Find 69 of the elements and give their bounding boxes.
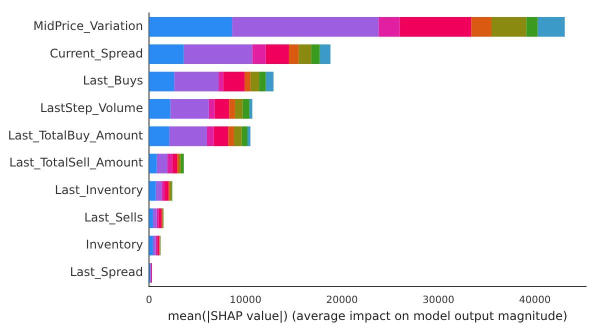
bar: [156, 154, 168, 174]
x-tick-label: 40000: [518, 295, 551, 306]
bar: [400, 17, 472, 37]
y-tick-label: MidPrice_Variation: [33, 18, 144, 33]
bar: [471, 17, 492, 37]
bar: [538, 17, 565, 37]
bar: [206, 126, 214, 146]
bar: [208, 99, 215, 119]
bar: [169, 126, 207, 146]
bar: [149, 208, 153, 228]
bar: [149, 181, 156, 201]
x-axis-title: mean(|SHAP value|) (average impact on model output magnitude): [168, 308, 568, 323]
bar: [249, 99, 252, 119]
bar: [167, 154, 172, 174]
bar: [234, 126, 242, 146]
bar: [149, 126, 170, 146]
y-tick-label: Inventory: [86, 238, 144, 252]
bar: [156, 181, 162, 201]
bar: [149, 72, 174, 92]
y-tick-label: Last_TotalBuy_Amount: [8, 128, 144, 142]
bar: [174, 72, 219, 92]
y-tick-label: Last_TotalSell_Amount: [9, 156, 144, 170]
bar: [152, 208, 157, 228]
bar: [242, 126, 248, 146]
bar: [149, 99, 170, 119]
bar: [218, 72, 224, 92]
bar: [228, 126, 234, 146]
bar: [266, 72, 274, 92]
bar: [311, 44, 320, 64]
bar: [172, 154, 178, 174]
y-tick-label: Last_Spread: [70, 265, 144, 280]
bar: [266, 44, 289, 64]
bar: [242, 99, 250, 119]
bar: [320, 44, 330, 64]
x-tick-label: 30000: [422, 295, 454, 306]
y-tick-label: LastStep_Volume: [40, 101, 144, 116]
y-tick-label: Last_Sells: [84, 210, 144, 224]
bar: [526, 17, 538, 37]
bar: [250, 72, 260, 92]
x-tick-label: 20000: [326, 295, 358, 306]
bar: [214, 126, 228, 146]
bar: [180, 154, 184, 174]
bar: [149, 17, 232, 37]
bar: [223, 72, 245, 92]
bar: [184, 44, 252, 64]
bar: [298, 44, 312, 64]
bar: [247, 126, 250, 146]
bar: [234, 99, 243, 119]
bar: [164, 181, 168, 201]
y-tick-label: Current_Spread: [50, 46, 144, 60]
bar: [149, 44, 184, 64]
bar: [149, 154, 157, 174]
x-tick-label: 10000: [230, 295, 262, 306]
bar: [244, 72, 250, 92]
bar: [378, 17, 400, 37]
y-tick-label: Last_Buys: [82, 74, 144, 88]
bar: [214, 99, 230, 119]
x-tick-label: 0: [146, 295, 152, 306]
bar: [288, 44, 299, 64]
bar: [229, 99, 235, 119]
y-tick-label: Last_Inventory: [54, 183, 144, 198]
bar: [162, 181, 165, 201]
bar: [149, 236, 153, 256]
bar: [170, 99, 209, 119]
bar: [491, 17, 526, 37]
bar: [232, 17, 379, 37]
bar: [152, 236, 156, 256]
bar: [252, 44, 266, 64]
bar: [259, 72, 266, 92]
